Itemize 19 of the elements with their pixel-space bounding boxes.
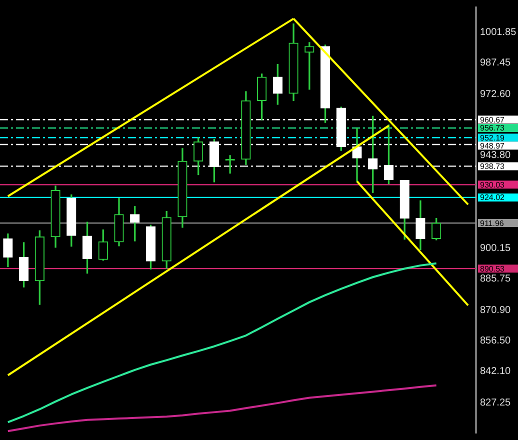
y-tick-label: 885.75 <box>480 273 512 284</box>
ref-line-label: 948.97 <box>480 141 506 150</box>
ref-line-label: 890.53 <box>480 264 506 274</box>
y-tick-label: 900.15 <box>480 242 512 254</box>
y-tick-label: 987.45 <box>480 57 512 68</box>
ref-line-label: 960.67 <box>480 115 506 124</box>
ref-line-label: 956.73 <box>480 124 506 133</box>
y-tick-label: 856.50 <box>480 336 512 347</box>
ref-line-label: 924.02 <box>480 193 506 202</box>
y-tick-label: 842.10 <box>480 366 512 378</box>
ref-line-label: 938.73 <box>480 162 506 171</box>
ref-line-label: 952.19 <box>480 133 506 142</box>
y-tick-label: 943.80 <box>480 150 512 162</box>
ref-line-label: 930.03 <box>480 180 506 190</box>
y-tick-label: 827.25 <box>480 398 512 409</box>
y-tick-label: 1001.85 <box>480 26 517 38</box>
ref-line-label: 911.96 <box>480 218 504 228</box>
y-tick-label: 870.90 <box>480 305 512 316</box>
y-tick-label: 972.60 <box>480 89 512 100</box>
